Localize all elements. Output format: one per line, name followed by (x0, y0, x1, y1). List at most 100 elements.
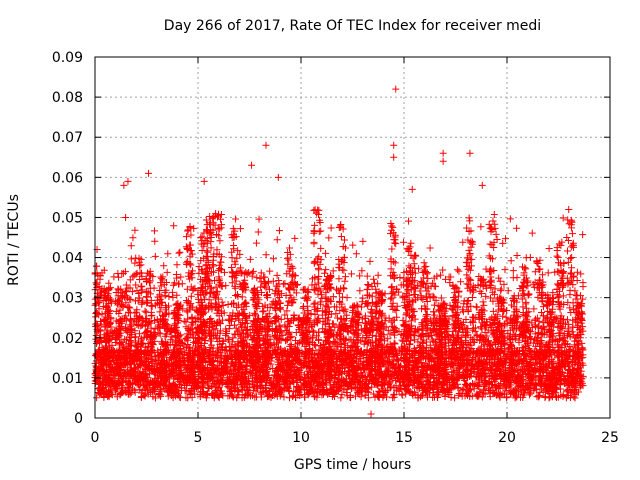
data-point (331, 372, 339, 380)
data-point (526, 254, 534, 262)
data-point (504, 287, 512, 295)
data-point (266, 267, 274, 275)
data-point (255, 215, 263, 223)
data-point (358, 267, 366, 275)
data-point (150, 227, 158, 235)
data-point (513, 252, 521, 260)
data-point (390, 339, 398, 347)
data-point (544, 269, 552, 277)
data-point (333, 314, 341, 322)
data-point (501, 266, 509, 274)
data-point (497, 287, 505, 295)
data-point (477, 223, 485, 231)
data-point (110, 273, 118, 281)
data-point (357, 303, 365, 311)
data-point (151, 237, 159, 245)
data-point (215, 335, 223, 343)
data-point (535, 392, 543, 400)
data-point (322, 249, 330, 257)
data-point (453, 266, 461, 274)
data-point (127, 242, 135, 250)
data-point (545, 245, 553, 253)
data-point (175, 249, 183, 257)
data-point (329, 293, 337, 301)
data-point (432, 282, 440, 290)
data-point (275, 227, 283, 235)
data-point (363, 272, 371, 280)
data-point (148, 302, 156, 310)
data-point (253, 274, 261, 282)
data-point (273, 271, 281, 279)
data-point (254, 228, 262, 236)
data-point (507, 257, 515, 265)
data-point (420, 259, 428, 267)
data-point (281, 279, 289, 287)
data-point (127, 255, 135, 263)
data-point (252, 239, 260, 247)
data-point (256, 274, 264, 282)
data-point (359, 237, 367, 245)
data-point (577, 270, 585, 278)
data-point (231, 284, 239, 292)
data-point (509, 267, 517, 275)
data-point (349, 241, 357, 249)
data-point (374, 271, 382, 279)
data-point (129, 234, 137, 242)
data-point (160, 262, 168, 270)
data-point (170, 222, 178, 230)
data-point (289, 392, 297, 400)
data-point (457, 278, 465, 286)
data-point (232, 215, 240, 223)
data-point (131, 226, 139, 234)
data-point (370, 390, 378, 398)
data-point (337, 394, 345, 402)
data-point (224, 301, 232, 309)
data-point (356, 287, 364, 295)
data-point (573, 268, 581, 276)
data-point (416, 287, 424, 295)
data-point (535, 393, 543, 401)
data-point (528, 229, 536, 237)
data-point (98, 310, 106, 318)
data-point (560, 376, 568, 384)
data-point (291, 234, 299, 242)
data-point (173, 261, 181, 269)
data-point (133, 287, 141, 295)
data-point (405, 217, 413, 225)
data-point (269, 255, 277, 263)
data-point (538, 308, 546, 316)
data-point (151, 252, 159, 260)
data-point (176, 248, 184, 256)
data-point (559, 214, 567, 222)
data-point (534, 293, 542, 301)
data-point (269, 364, 277, 372)
data-point (126, 337, 134, 345)
data-point (332, 310, 340, 318)
data-point (281, 311, 289, 319)
data-point (496, 277, 504, 285)
data-point (400, 238, 408, 246)
data-point (286, 244, 294, 252)
data-point (495, 274, 503, 282)
data-point (499, 239, 507, 247)
data-point (226, 321, 234, 329)
data-point (249, 267, 257, 275)
data-point (168, 288, 176, 296)
data-point (309, 327, 317, 335)
data-points (91, 85, 587, 418)
data-point (257, 283, 265, 291)
data-point (165, 293, 173, 301)
data-point (235, 316, 243, 324)
data-point (439, 266, 447, 274)
data-point (352, 250, 360, 258)
data-point (358, 298, 366, 306)
data-point (163, 268, 171, 276)
data-point (579, 231, 587, 239)
data-point (169, 293, 177, 301)
data-point (286, 394, 294, 402)
data-point (136, 275, 144, 283)
data-point (343, 389, 351, 397)
data-point (365, 281, 373, 289)
data-point (283, 315, 291, 323)
